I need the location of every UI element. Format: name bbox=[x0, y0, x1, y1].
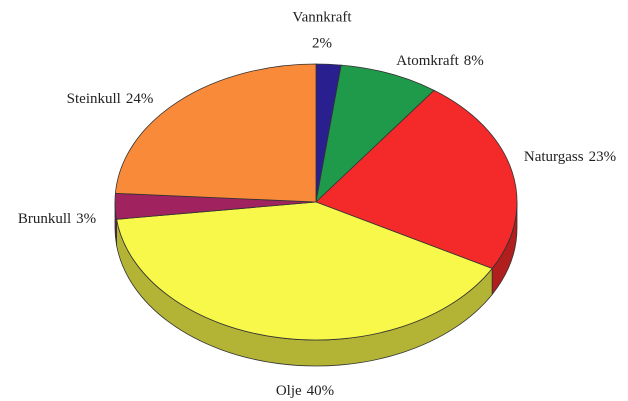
slice-label-group: Steinkull 24% bbox=[67, 91, 154, 107]
slice-label: Brunkull bbox=[18, 211, 71, 227]
slice-value-label: 3% bbox=[76, 211, 96, 227]
slice-label: Vannkraft bbox=[292, 9, 352, 25]
slice-value-label: 8% bbox=[464, 53, 484, 69]
slice-label-group: Naturgass 23% bbox=[524, 149, 616, 165]
slice-label-group: Olje 40% bbox=[276, 383, 334, 399]
slice-label-group: Brunkull 3% bbox=[18, 211, 96, 227]
slice bbox=[315, 64, 435, 204]
slice bbox=[116, 201, 493, 341]
slice bbox=[114, 63, 317, 203]
slice-label: Atomkraft bbox=[396, 53, 459, 69]
slice-label: Olje bbox=[276, 383, 302, 399]
slice-label: Naturgass bbox=[524, 149, 584, 165]
slice-value-label: 40% bbox=[307, 383, 335, 399]
slice-value-label: 24% bbox=[126, 91, 154, 107]
slice-label: Steinkull bbox=[67, 91, 121, 107]
slice-label-group: Atomkraft 8% bbox=[396, 53, 483, 69]
slice-value-label: 2% bbox=[312, 35, 332, 51]
slice-value-label: 23% bbox=[589, 149, 617, 165]
slice bbox=[315, 89, 518, 269]
